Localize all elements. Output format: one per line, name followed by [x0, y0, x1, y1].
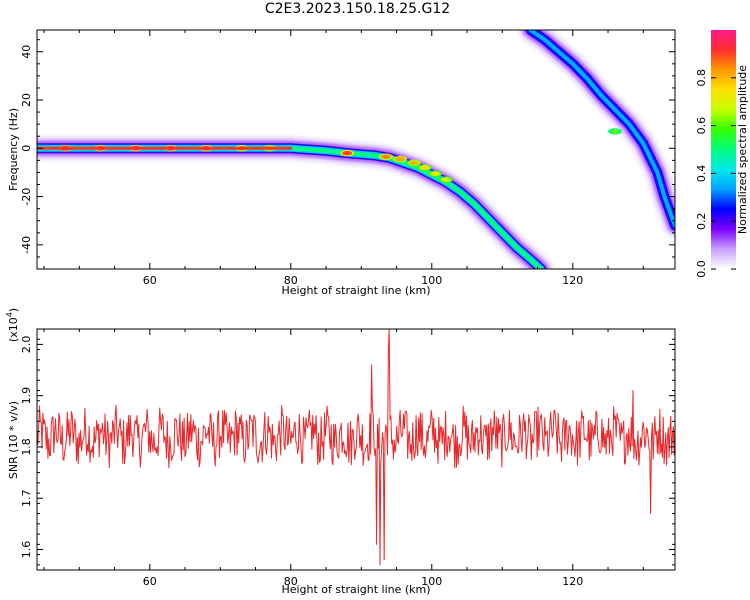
x-tick-label: 100	[421, 575, 442, 588]
y-tick-label: -40	[20, 236, 33, 254]
y-tick-label: 1.7	[20, 489, 33, 507]
colorbar-tick-label: 0.2	[695, 212, 708, 230]
x-tick-label: 80	[284, 575, 298, 588]
snr-multiplier-label: (x104)	[5, 308, 20, 342]
y-tick-label: 2.0	[20, 336, 33, 354]
page-title: C2E3.2023.150.18.25.G12	[264, 1, 451, 17]
trace-peak	[380, 154, 391, 159]
trace-peak	[440, 177, 451, 182]
x-tick-label: 80	[284, 274, 298, 287]
y-tick-label: -20	[20, 188, 33, 206]
y-tick-label: 1.8	[20, 438, 33, 456]
spectrogram-frame	[36, 29, 676, 270]
snr-panel: 60 80 100 120 1.6 1.7 1.8 1.9 2.0 Height of str…	[5, 308, 676, 596]
snr-y-ticks: 1.6 1.7 1.8 1.9 2.0	[20, 336, 675, 566]
y-tick-label: 40	[20, 45, 33, 59]
colorbar-label: Normalized spectral amplitude	[736, 65, 749, 234]
snr-x-ticks: 60 80 100 120	[43, 329, 644, 588]
spectrogram-y-axis-label: Frequency (Hz)	[7, 108, 20, 191]
x-tick-label: 120	[562, 575, 583, 588]
trace-peak	[342, 150, 353, 156]
colorbar-tick-label: 0.4	[695, 165, 708, 183]
spectrogram-panel: 60 80 100 120 -40 -20 0 20 40 Height of straigh…	[7, 29, 676, 297]
spectrogram-x-ticks: 60 80 100 120	[43, 30, 644, 287]
x-tick-label: 120	[562, 274, 583, 287]
y-tick-label: 20	[20, 93, 33, 107]
snr-y-axis-label: SNR (10 * v/v)	[7, 401, 20, 479]
x-tick-label: 60	[143, 274, 157, 287]
x-tick-label: 100	[421, 274, 442, 287]
trace-peak	[419, 165, 430, 170]
snr-x-axis-label: Height of straight line (km)	[281, 583, 430, 596]
colorbar-ticks: 0.0 0.2 0.4 0.6 0.8	[695, 69, 736, 278]
colorbar-tick-label: 0.6	[695, 117, 708, 135]
spectrogram-x-axis-label: Height of straight line (km)	[281, 284, 430, 297]
trace-peak	[395, 156, 406, 162]
colorbar-gradient	[711, 30, 736, 269]
trace-peak	[610, 129, 621, 134]
trace-peak	[409, 160, 420, 165]
snr-series-line	[37, 329, 675, 566]
x-tick-label: 60	[143, 575, 157, 588]
y-tick-label: 1.6	[20, 541, 33, 559]
y-tick-label: 0	[20, 145, 33, 152]
trace-peak	[430, 171, 441, 176]
snr-frame	[36, 328, 676, 571]
colorbar-tick-label: 0.8	[695, 69, 708, 87]
spectrogram-traces	[37, 30, 675, 269]
colorbar-tick-label: 0.0	[695, 260, 708, 278]
spectrogram-y-ticks: -40 -20 0 20 40	[20, 39, 675, 270]
y-tick-label: 1.9	[20, 387, 33, 405]
colorbar: 0.0 0.2 0.4 0.6 0.8 Normalized spectral ampl…	[695, 30, 749, 278]
trace-1-layer-4	[528, 30, 675, 228]
